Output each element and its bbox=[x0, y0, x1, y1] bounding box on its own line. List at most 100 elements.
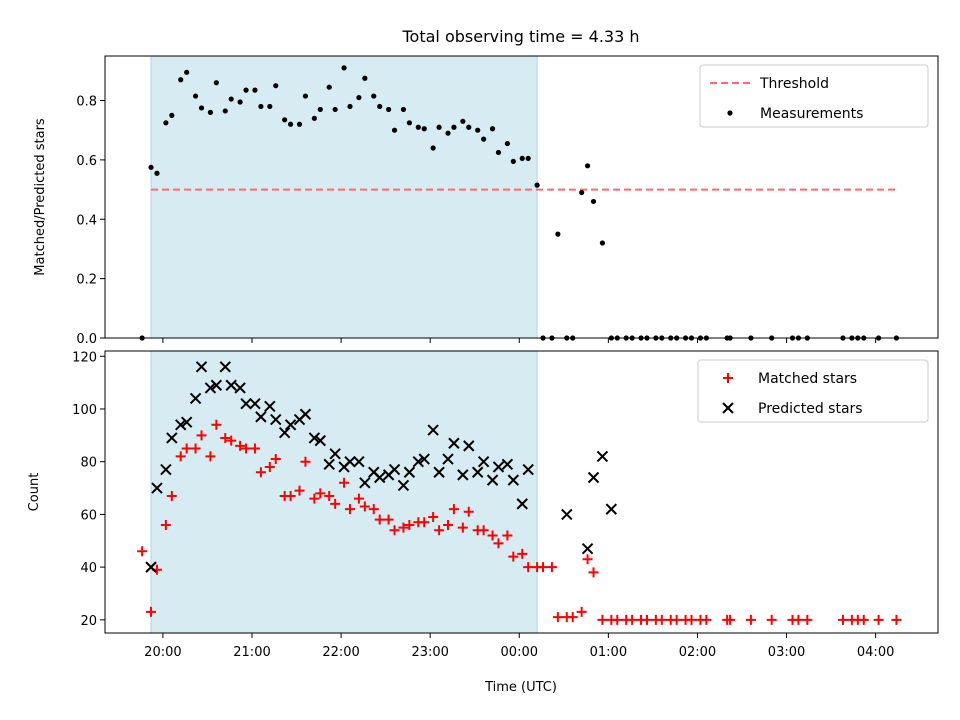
legend-entry-label: Matched stars bbox=[758, 371, 857, 387]
matched-star-point bbox=[567, 612, 578, 623]
y-tick-label: 60 bbox=[80, 508, 97, 523]
predicted-star-point bbox=[166, 432, 178, 444]
measurement-point bbox=[163, 120, 169, 126]
predicted-star-point bbox=[189, 392, 202, 405]
measurement-point bbox=[282, 117, 288, 123]
predicted-star-point bbox=[359, 477, 371, 489]
predicted-star-point bbox=[234, 382, 246, 394]
matched-star-point bbox=[324, 490, 335, 501]
measurement-point bbox=[258, 103, 264, 110]
predicted-star-point bbox=[255, 411, 267, 423]
predicted-star-point bbox=[403, 466, 416, 478]
matched-star-point bbox=[211, 419, 222, 430]
x-tick-label: 02:00 bbox=[679, 645, 716, 660]
matched-star-point bbox=[205, 451, 216, 462]
ratio-axes-frame bbox=[104, 55, 939, 339]
matched-star-point bbox=[419, 517, 430, 528]
measurement-point bbox=[504, 140, 510, 147]
count-plot-area bbox=[137, 361, 902, 625]
matched-star-point bbox=[220, 432, 231, 443]
measurement-point bbox=[192, 93, 199, 99]
predicted-star-point bbox=[175, 419, 187, 431]
measurement-point bbox=[213, 80, 219, 86]
predicted-star-point bbox=[457, 469, 469, 481]
matched-star-point bbox=[137, 546, 148, 557]
matched-star-point bbox=[443, 519, 453, 530]
measurement-point bbox=[436, 124, 442, 130]
measurement-point bbox=[519, 155, 525, 162]
matched-star-point bbox=[249, 443, 260, 454]
predicted-star-point bbox=[605, 503, 618, 515]
measurement-point bbox=[534, 182, 540, 188]
matched-star-point bbox=[538, 562, 549, 573]
matched-star-point bbox=[181, 443, 192, 454]
y-tick-label: 100 bbox=[72, 403, 97, 418]
matched-star-point bbox=[891, 614, 902, 625]
matched-star-point bbox=[597, 614, 608, 625]
y-tick-label: 0.8 bbox=[76, 95, 97, 110]
measurement-point bbox=[207, 109, 214, 115]
matched-star-point bbox=[166, 490, 177, 501]
x-tick-label: 21:00 bbox=[233, 645, 270, 660]
observing-window-shade bbox=[150, 350, 538, 634]
predicted-star-point bbox=[516, 498, 528, 510]
predicted-star-point bbox=[418, 453, 430, 465]
predicted-star-point bbox=[397, 479, 410, 492]
matched-star-point bbox=[546, 562, 557, 573]
measurement-point bbox=[356, 94, 362, 101]
matched-star-point bbox=[160, 519, 171, 530]
measurement-point bbox=[391, 127, 398, 133]
ratio-panel: 0.00.20.40.60.8 Matched/Predicted stars … bbox=[33, 55, 939, 347]
measurement-point bbox=[311, 115, 317, 121]
predicted-star-point bbox=[210, 379, 223, 391]
matched-star-point bbox=[255, 467, 266, 478]
measurement-point bbox=[386, 106, 392, 113]
y-tick-label: 20 bbox=[80, 614, 97, 629]
predicted-star-point bbox=[195, 361, 208, 373]
matched-star-point bbox=[353, 493, 364, 504]
matched-star-point bbox=[368, 504, 379, 515]
x-tick-label: 20:00 bbox=[144, 645, 181, 660]
ratio-y-ticks: 0.0 0.2 0.4 0.6 0.8 bbox=[76, 95, 105, 347]
predicted-star-point bbox=[278, 426, 291, 439]
predicted-star-point bbox=[442, 453, 454, 465]
matched-star-point bbox=[576, 606, 587, 617]
matched-star-point bbox=[315, 488, 326, 499]
measurement-point bbox=[296, 121, 303, 127]
matched-star-point bbox=[330, 498, 341, 509]
matched-star-point bbox=[457, 522, 468, 533]
y-tick-label: 0.6 bbox=[76, 154, 97, 169]
matched-star-point bbox=[428, 512, 439, 523]
matched-star-point bbox=[359, 501, 370, 512]
predicted-star-point bbox=[329, 448, 341, 460]
measurement-point bbox=[317, 106, 323, 113]
measurement-point bbox=[400, 106, 407, 113]
matched-star-point bbox=[671, 614, 682, 625]
measurement-point bbox=[525, 155, 531, 162]
matched-star-point bbox=[493, 538, 504, 549]
matched-star-point bbox=[701, 614, 712, 625]
measurement-point bbox=[302, 93, 309, 99]
measurement-point bbox=[267, 103, 273, 110]
predicted-star-point bbox=[204, 382, 217, 394]
measurement-point bbox=[288, 121, 294, 127]
x-tick-label: 04:00 bbox=[857, 645, 894, 660]
predicted-star-point bbox=[433, 466, 445, 478]
matched-star-point bbox=[398, 522, 409, 533]
measurement-point bbox=[590, 198, 597, 205]
matched-star-point bbox=[383, 514, 394, 525]
ratio-x-ticks bbox=[162, 338, 877, 343]
matched-star-point bbox=[226, 435, 237, 446]
matched-star-point bbox=[196, 430, 207, 441]
legend-box bbox=[697, 359, 929, 423]
count-panel: 20 40 60 80 100 120 20:00 21:00 22:00 23:00 00:00… bbox=[27, 350, 939, 660]
measurement-point bbox=[178, 77, 184, 83]
matched-star-point bbox=[837, 614, 848, 625]
matched-star-point bbox=[588, 567, 599, 578]
predicted-star-point bbox=[373, 471, 386, 484]
predicted-star-point bbox=[323, 458, 335, 471]
measurement-point bbox=[184, 69, 190, 75]
predicted-star-point bbox=[225, 379, 237, 391]
measurement-point bbox=[475, 127, 481, 133]
predicted-star-point bbox=[471, 466, 484, 478]
